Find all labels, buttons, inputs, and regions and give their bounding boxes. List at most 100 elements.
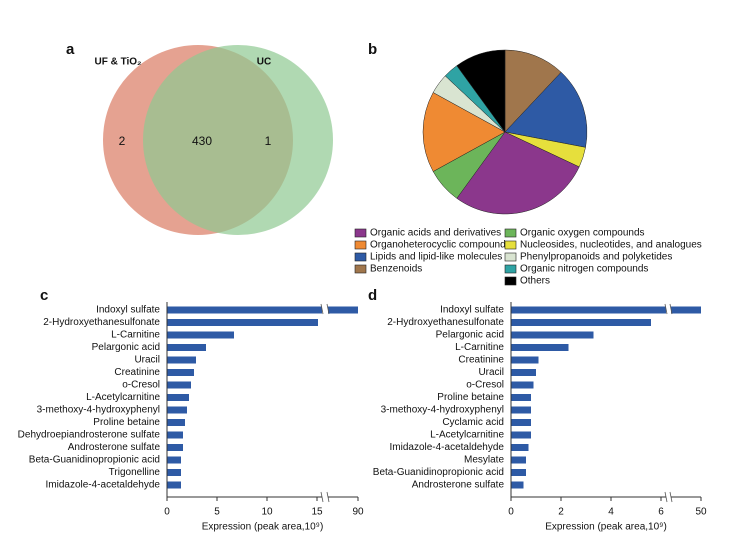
bar [511, 481, 524, 489]
set-name: UC [257, 57, 271, 68]
x-tick-label: 5 [214, 507, 220, 518]
legend-swatch [504, 228, 517, 238]
bar [511, 344, 569, 351]
bar [511, 394, 531, 401]
legend-swatch [354, 252, 367, 262]
legend-swatch [504, 252, 517, 262]
panel-label: a [66, 41, 75, 58]
pie-slice [456, 49, 506, 133]
category-label: Cyclamic acid [442, 417, 504, 428]
legend-swatch [354, 240, 367, 250]
x-tick-label: 90 [352, 507, 364, 518]
x-tick-label: 4 [608, 507, 614, 518]
venn-count: 1 [265, 134, 272, 148]
category-label: Uracil [134, 355, 160, 366]
category-label: o-Cresol [466, 380, 504, 391]
axis-break-mark [664, 303, 668, 315]
bar [511, 331, 594, 339]
category-label: Indoxyl sulfate [96, 305, 160, 316]
category-label: Beta-Guanidinopropionic acid [373, 467, 504, 478]
category-label: o-Cresol [122, 380, 160, 391]
bar [167, 419, 185, 426]
x-tick-label: 10 [261, 507, 273, 518]
legend-label: Organoheterocyclic compounds [370, 240, 511, 251]
legend-label: Nucleosides, nucleotides, and analogues [520, 240, 702, 251]
bar [511, 319, 651, 326]
category-label: Androsterone sulfate [68, 442, 161, 453]
legend-label: Organic nitrogen compounds [520, 264, 648, 275]
set-name: UF & TiO₂ [94, 57, 141, 68]
category-label: Proline betaine [437, 392, 504, 403]
x-axis-label: Expression (peak area,10⁹) [545, 522, 667, 533]
bar [167, 394, 189, 401]
category-label: L-Acetylcarnitine [86, 392, 160, 403]
legend-label: Benzenoids [370, 264, 422, 275]
x-tick-label: 0 [508, 507, 514, 518]
bar [167, 456, 181, 464]
venn-count: 2 [119, 134, 126, 148]
category-label: Creatinine [458, 355, 504, 366]
bar [167, 406, 187, 414]
bar [167, 344, 206, 351]
x-tick-label: 15 [311, 507, 323, 518]
bar [167, 431, 183, 439]
category-label: 3-methoxy-4-hydroxyphenyl [381, 405, 504, 416]
legend-label: Others [520, 276, 550, 287]
category-label: Uracil [478, 367, 504, 378]
axis-break-mark [669, 303, 673, 315]
pie-slice [456, 131, 580, 215]
category-label: Trigonelline [109, 467, 161, 478]
bar [167, 381, 191, 389]
category-label: Androsterone sulfate [412, 480, 505, 491]
category-label: Creatinine [114, 367, 160, 378]
bar [511, 469, 526, 476]
bar [511, 444, 529, 451]
category-label: Beta-Guanidinopropionic acid [29, 455, 160, 466]
bar [167, 319, 318, 326]
category-label: 2-Hydroxyethanesulfonate [43, 317, 160, 328]
category-label: Dehydroepiandrosterone sulfate [18, 430, 161, 441]
bar [511, 456, 526, 464]
axis-break-mark [326, 303, 330, 315]
category-label: L-Acetylcarnitine [430, 430, 504, 441]
category-label: L-Carnitine [455, 342, 504, 353]
bar [167, 306, 358, 314]
bar [511, 406, 531, 414]
category-label: 3-methoxy-4-hydroxyphenyl [37, 405, 160, 416]
bar [511, 369, 536, 376]
bar [167, 369, 194, 376]
category-label: Mesylate [464, 455, 504, 466]
bar [167, 444, 183, 451]
axis-break-gap [666, 302, 671, 503]
axis-break-mark [320, 303, 324, 315]
bar [167, 356, 196, 364]
bar [511, 306, 701, 314]
category-label: Imidazole-4-acetaldehyde [389, 442, 504, 453]
axis-break-gap [322, 302, 328, 503]
category-label: Pelargonic acid [92, 342, 160, 353]
pie-slice [504, 71, 588, 148]
legend-label: Organic oxygen compounds [520, 228, 645, 239]
venn-set [143, 45, 333, 235]
legend-swatch [354, 264, 367, 274]
pie-slice [422, 92, 506, 172]
category-label: 2-Hydroxyethanesulfonate [387, 317, 504, 328]
legend-label: Phenylpropanoids and polyketides [520, 252, 672, 263]
legend-swatch [504, 240, 517, 250]
bar [511, 419, 531, 426]
panel-label: c [40, 287, 48, 304]
bar [511, 381, 534, 389]
x-tick-label: 50 [695, 507, 707, 518]
category-label: Imidazole-4-acetaldehyde [45, 480, 160, 491]
x-tick-label: 0 [164, 507, 170, 518]
legend-swatch [354, 228, 367, 238]
category-label: Indoxyl sulfate [440, 305, 504, 316]
bar [167, 481, 181, 489]
bar [167, 331, 234, 339]
pie-slice [504, 49, 562, 133]
bar [511, 431, 531, 439]
bar [167, 469, 181, 476]
x-axis-label: Expression (peak area,10⁹) [202, 522, 324, 533]
legend-label: Lipids and lipid-like molecules [370, 252, 502, 263]
